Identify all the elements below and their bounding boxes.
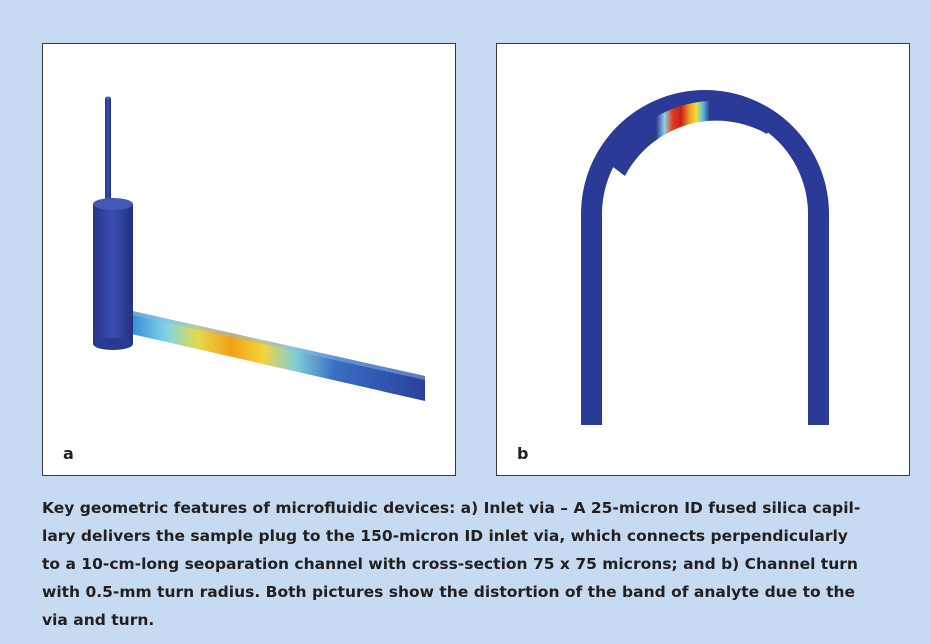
inlet-via-image [43, 44, 457, 477]
caption-line: Key geometric features of microfluidic d… [42, 494, 912, 522]
panel-b: b [496, 43, 910, 476]
caption: Key geometric features of microfluidic d… [42, 494, 912, 634]
caption-line: to a 10-cm-long seoparation channel with… [42, 550, 912, 578]
caption-line: lary delivers the sample plug to the 150… [42, 522, 912, 550]
panel-a: a [42, 43, 456, 476]
channel-turn-image [497, 44, 911, 477]
caption-line: via and turn. [42, 606, 912, 634]
page: {"figure": {"panels": [{"label": "a"}, {… [0, 0, 931, 644]
panel-label: b [517, 444, 528, 463]
caption-line: with 0.5-mm turn radius. Both pictures s… [42, 578, 912, 606]
panel-label: a [63, 444, 74, 463]
